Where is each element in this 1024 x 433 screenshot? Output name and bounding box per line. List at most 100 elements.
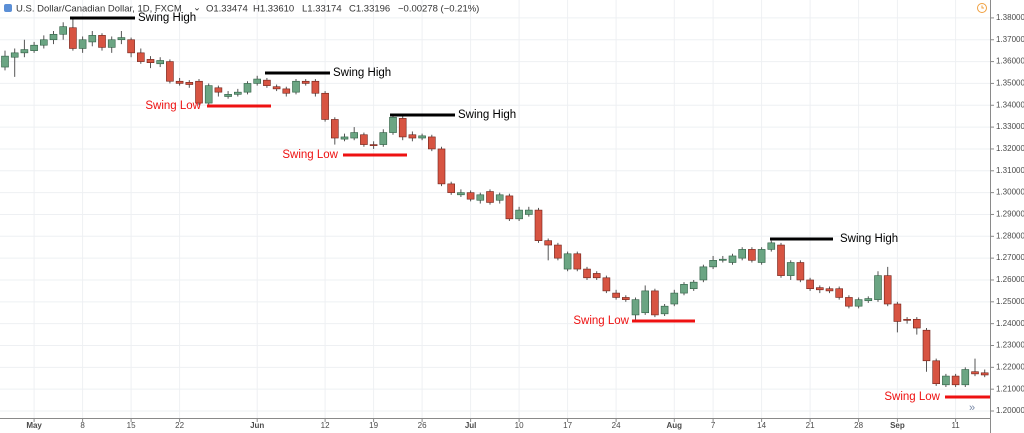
header-value: O1.33474 — [206, 4, 248, 15]
candle-body — [1, 55, 9, 68]
candle-body — [369, 144, 378, 146]
y-tick-label: 1.38000 — [996, 13, 1024, 22]
candle-body — [292, 80, 300, 93]
candle-body — [301, 80, 310, 84]
x-tick-label: 10 — [515, 421, 524, 430]
grid — [0, 0, 990, 418]
annotation-label: Swing High — [458, 109, 516, 121]
y-tick-label: 1.35000 — [996, 79, 1024, 88]
candle-body — [59, 26, 68, 35]
candle-body — [418, 135, 426, 139]
candle-body — [767, 242, 776, 250]
candle-body — [10, 52, 19, 58]
candle-body — [127, 39, 135, 54]
annotation-label: Swing Low — [145, 100, 201, 112]
y-tick-label: 1.31000 — [996, 166, 1024, 175]
header-value: −0.00278 (−0.21%) — [398, 4, 479, 15]
candle-body — [195, 80, 203, 104]
candle-body — [98, 35, 106, 48]
header-value: H1.33610 — [253, 4, 294, 15]
candle-body — [592, 273, 601, 279]
candle-body — [845, 297, 853, 307]
scroll-arrow[interactable]: » — [969, 402, 975, 414]
symbol-icon — [4, 4, 12, 12]
candle-body — [825, 288, 834, 292]
candle-body — [971, 371, 979, 375]
x-tick-label: 17 — [563, 421, 572, 430]
candle-body — [437, 148, 446, 185]
candle-body — [117, 37, 126, 41]
x-tick-label: 8 — [80, 421, 85, 430]
header-value: C1.33196 — [349, 4, 390, 15]
candle-body — [670, 292, 679, 305]
candle-body — [554, 244, 562, 259]
x-tick-label: 11 — [951, 421, 960, 430]
candle-body — [272, 86, 281, 90]
candle-body — [524, 209, 533, 215]
candle-body — [30, 44, 38, 51]
candle-body — [321, 92, 329, 120]
candle-body — [660, 305, 669, 315]
header: U.S. Dollar/Canadian Dollar, 1D, FXCM ⌄ … — [4, 3, 987, 15]
candle-body — [612, 292, 620, 298]
candle-body — [738, 249, 747, 259]
y-tick-label: 1.25000 — [996, 297, 1024, 306]
candle-body — [583, 268, 591, 279]
candle-body — [447, 183, 456, 193]
clock-icon[interactable] — [977, 3, 987, 13]
candle-body — [621, 297, 630, 300]
candle-body — [680, 284, 688, 294]
x-tick-label: Sep — [890, 421, 905, 430]
candle-body — [156, 60, 164, 65]
annotation-label: Swing High — [333, 67, 391, 79]
candle-body — [728, 255, 737, 263]
y-tick-label: 1.21000 — [996, 384, 1024, 393]
candle-body — [204, 85, 213, 104]
annotations: Swing High Swing High Swing High Swing High… — [70, 12, 990, 403]
y-tick-label: 1.36000 — [996, 57, 1024, 66]
candle-body — [922, 329, 931, 362]
candle-body — [234, 91, 242, 95]
x-tick-label: 7 — [711, 421, 716, 430]
candles — [1, 17, 989, 387]
y-tick-label: 1.26000 — [996, 275, 1024, 284]
candle-body — [340, 136, 349, 140]
annotation-label: Swing Low — [884, 391, 940, 403]
candle-body — [893, 303, 902, 322]
annotation-label: Swing High — [138, 12, 196, 24]
candle-body — [214, 87, 223, 93]
candle-body — [495, 194, 504, 201]
scroll-button[interactable]: » — [969, 402, 975, 414]
x-tick-label: Jun — [250, 421, 264, 430]
candle-body — [88, 35, 97, 43]
candle-body — [224, 94, 232, 97]
candle-body — [398, 118, 407, 138]
y-tick-label: 1.22000 — [996, 362, 1024, 371]
x-tick-label: 12 — [321, 421, 330, 430]
dropdown-icon[interactable]: ⌄ — [193, 3, 201, 14]
candle-body — [980, 372, 989, 376]
candle-body — [951, 375, 960, 386]
y-tick-label: 1.29000 — [996, 210, 1024, 219]
annotation-label: Swing Low — [282, 149, 338, 161]
candle-body — [563, 253, 572, 270]
candle-body — [689, 281, 698, 290]
candle-body — [786, 262, 795, 276]
candle-body — [107, 39, 116, 48]
candle-body — [476, 194, 485, 201]
x-tick-label: 28 — [854, 421, 863, 430]
candle-body — [69, 27, 77, 49]
y-tick-label: 1.23000 — [996, 341, 1024, 350]
candle-body — [175, 80, 184, 84]
candle-body — [39, 39, 48, 46]
y-tick-label: 1.34000 — [996, 100, 1024, 109]
candle-body — [49, 33, 58, 41]
x-tick-label: Jul — [465, 421, 477, 430]
candle-body — [311, 80, 320, 94]
x-tick-label: Aug — [667, 421, 683, 430]
annotation-label: Swing High — [840, 233, 898, 245]
candle-body — [815, 287, 824, 291]
x-tick-label: 22 — [175, 421, 184, 430]
candle-body — [185, 82, 194, 85]
